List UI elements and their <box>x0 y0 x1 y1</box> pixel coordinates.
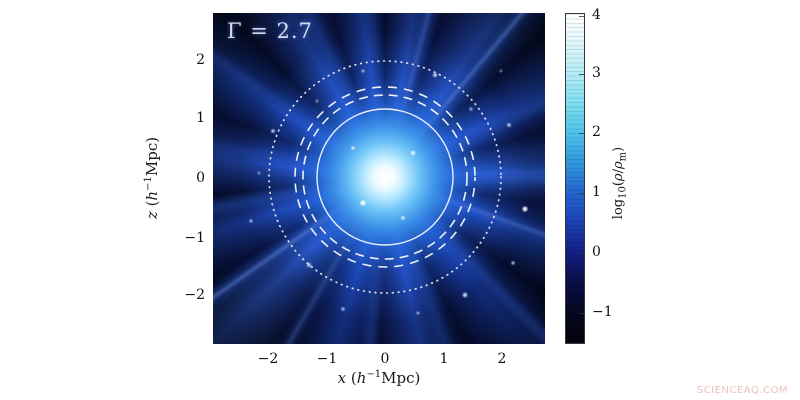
density-map-overlay <box>213 13 545 344</box>
x-axis-label: x (h−1Mpc) <box>337 369 421 387</box>
colorbar-label: log10(ρ/ρm) <box>611 146 629 220</box>
colorbar-tick-mark <box>579 193 584 194</box>
watermark: SCIENCEAQ.COM <box>696 385 788 396</box>
y-tick-label: 1 <box>196 110 205 126</box>
colorbar-tick-label: 1 <box>592 184 601 200</box>
y-tick-label: 0 <box>196 170 205 186</box>
y-tick-label: 2 <box>196 52 205 68</box>
y-tick-label: −2 <box>184 287 205 303</box>
colorbar-tick-mark <box>579 74 584 75</box>
colorbar-tick-mark <box>579 313 584 314</box>
colorbar-tick-label: 4 <box>592 7 601 23</box>
colorbar-tick-label: 2 <box>592 124 601 140</box>
subhalo-dots <box>249 69 528 315</box>
x-tick-label: 2 <box>497 351 507 367</box>
colorbar-tick-mark <box>579 133 584 134</box>
solid-radius-circle <box>316 108 454 246</box>
x-tick-label: −2 <box>257 351 279 367</box>
density-map: Γ = 2.7 <box>213 13 545 344</box>
colorbar-tick-label: 0 <box>592 244 601 260</box>
dotted-radius-circle <box>268 60 502 294</box>
colorbar-tick-label: −1 <box>592 304 613 320</box>
y-axis-variable: z <box>143 211 161 220</box>
dashed-radius-circle-outer <box>294 86 476 268</box>
x-tick-label: 1 <box>439 351 449 367</box>
colorbar-gradient <box>565 13 585 344</box>
x-tick-label: −1 <box>316 351 338 367</box>
x-axis-variable: x <box>337 369 347 387</box>
x-tick-label: 0 <box>380 351 390 367</box>
colorbar-tick-mark <box>579 253 584 254</box>
halo-glow <box>285 77 485 277</box>
colorbar-tick-label: 3 <box>592 65 601 81</box>
dashed-radius-circle-inner <box>302 94 468 260</box>
colorbar-tick-mark <box>579 16 584 17</box>
y-axis-label: z (h−1Mpc) <box>143 136 161 220</box>
y-tick-label: −1 <box>184 230 205 246</box>
gamma-annotation: Γ = 2.7 <box>227 19 313 43</box>
